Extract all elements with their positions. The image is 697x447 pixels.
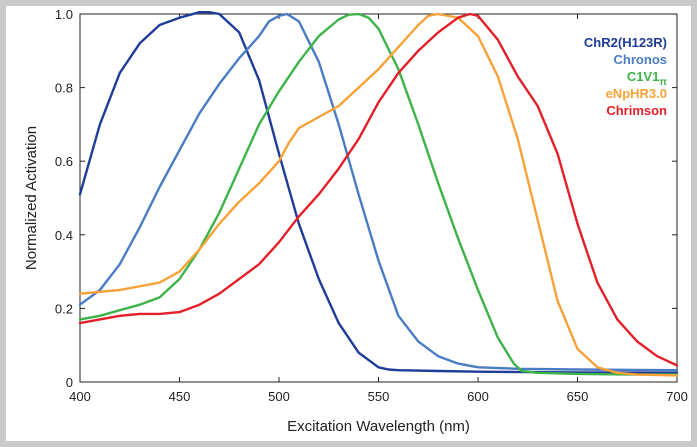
- x-tick-label: 700: [666, 389, 688, 404]
- series-line-chrimson: [78, 12, 679, 367]
- legend-entry: Chronos: [614, 52, 667, 67]
- y-tick-label: 0.2: [55, 301, 73, 316]
- x-tick-label: 450: [169, 389, 191, 404]
- x-tick-label: 600: [467, 389, 489, 404]
- legend-entry-subscript: π: [659, 77, 667, 88]
- chart-frame: 400 450 500 550 600 650 700 0 0.2 0.4 0.6 0.8 1.0 Exc…: [6, 6, 691, 441]
- y-tick-label: 0.6: [55, 154, 73, 169]
- x-tick-label: 550: [368, 389, 390, 404]
- x-tick-label: 400: [69, 389, 91, 404]
- activation-spectra-chart: 400 450 500 550 600 650 700 0 0.2 0.4 0.6 0.8 1.0 Exc…: [23, 7, 688, 435]
- series-line-enphr3-0: [78, 12, 679, 377]
- legend-entry-label: eNpHR3.0: [606, 86, 667, 101]
- y-tick-label: 0.8: [55, 81, 73, 96]
- series-line-chr2-h123r: [78, 10, 679, 374]
- series-line-c1v1: [78, 12, 679, 376]
- y-tick-label: 0.4: [55, 228, 73, 243]
- legend-entry-label: Chronos: [614, 52, 667, 67]
- y-tick-label: 1.0: [55, 7, 73, 22]
- legend-entry-label: Chrimson: [606, 103, 667, 118]
- legend-entry-label: C1V1: [627, 69, 660, 84]
- y-axis-title: Normalized Activation: [23, 126, 40, 270]
- y-tick-label: 0: [66, 375, 73, 390]
- x-tick-label: 650: [567, 389, 589, 404]
- x-tick-label: 500: [268, 389, 290, 404]
- legend-entry: eNpHR3.0: [606, 86, 667, 101]
- x-axis-title: Excitation Wavelength (nm): [287, 418, 470, 435]
- series-line-chronos: [78, 12, 679, 372]
- legend-entry-label: ChR2(H123R): [584, 35, 667, 50]
- legend-entry: ChR2(H123R): [584, 35, 667, 50]
- legend-entry: Chrimson: [606, 103, 667, 118]
- legend-entry: C1V1π: [627, 69, 668, 88]
